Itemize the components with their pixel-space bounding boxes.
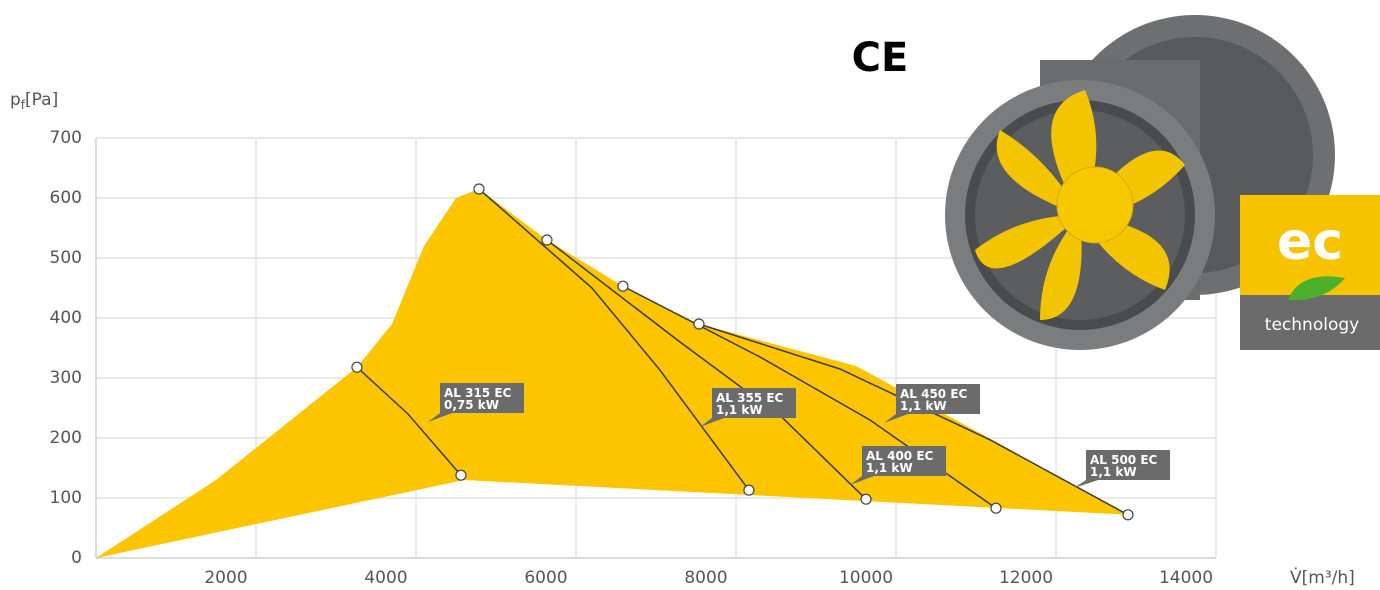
badge-sub: technology — [1265, 315, 1359, 335]
callout-box — [700, 388, 796, 427]
y-tick-label: 700 — [50, 128, 82, 148]
x-tick-label: 12000 — [999, 568, 1053, 588]
curve-point — [990, 502, 1002, 514]
curve-point — [473, 183, 485, 195]
curve-point — [541, 234, 553, 246]
fan-curve — [356, 366, 462, 476]
curve-point — [1122, 509, 1134, 521]
curve-point — [693, 318, 705, 330]
fan-image — [945, 15, 1335, 350]
callout-box — [1074, 450, 1170, 488]
x-tick-label: 8000 — [684, 568, 727, 588]
callout-box — [850, 446, 946, 485]
series-name: AL 400 EC — [866, 449, 934, 463]
y-tick-label: 400 — [50, 308, 82, 328]
curve-point — [860, 493, 872, 505]
x-tick-label: 4000 — [364, 568, 407, 588]
x-tick-label: 2000 — [204, 568, 247, 588]
x-axis-label: V̇[m³/h] — [1290, 567, 1355, 588]
badge-main: ec — [1277, 212, 1343, 272]
y-tick-label: 500 — [50, 248, 82, 268]
x-tick-label: 10000 — [839, 568, 893, 588]
series-power: 1,1 kW — [716, 403, 763, 417]
curve-point — [743, 484, 755, 496]
y-label-main: p — [10, 90, 21, 110]
fan-curve — [478, 188, 750, 491]
curve-point — [455, 469, 467, 481]
series-name: AL 315 EC — [444, 386, 512, 400]
series-name: AL 500 EC — [1090, 453, 1158, 467]
y-tick-label: 300 — [50, 368, 82, 388]
y-tick-label: 600 — [50, 188, 82, 208]
y-label-unit: [Pa] — [25, 90, 58, 110]
series-power: 1,1 kW — [1090, 465, 1137, 479]
series-name: AL 450 EC — [900, 387, 968, 401]
series-power: 1,1 kW — [866, 461, 913, 475]
y-tick-label: 0 — [71, 548, 82, 568]
series-power: 1,1 kW — [900, 399, 947, 413]
x-tick-label: 6000 — [524, 568, 567, 588]
ec-badge: ec technology — [1240, 195, 1380, 350]
curve-point — [617, 280, 629, 292]
fan-curve — [546, 239, 867, 500]
y-tick-label: 200 — [50, 428, 82, 448]
y-label-sub: f — [21, 98, 26, 112]
series-power: 0,75 kW — [444, 398, 499, 412]
callout-box — [428, 383, 524, 422]
y-tick-label: 100 — [50, 488, 82, 508]
curve-point — [351, 361, 363, 373]
ce-mark: CE — [852, 35, 909, 81]
x-tick-label: 14000 — [1159, 568, 1213, 588]
series-name: AL 355 EC — [716, 391, 784, 405]
callout-box — [884, 384, 980, 423]
y-axis-label: pf[Pa] — [10, 90, 58, 112]
